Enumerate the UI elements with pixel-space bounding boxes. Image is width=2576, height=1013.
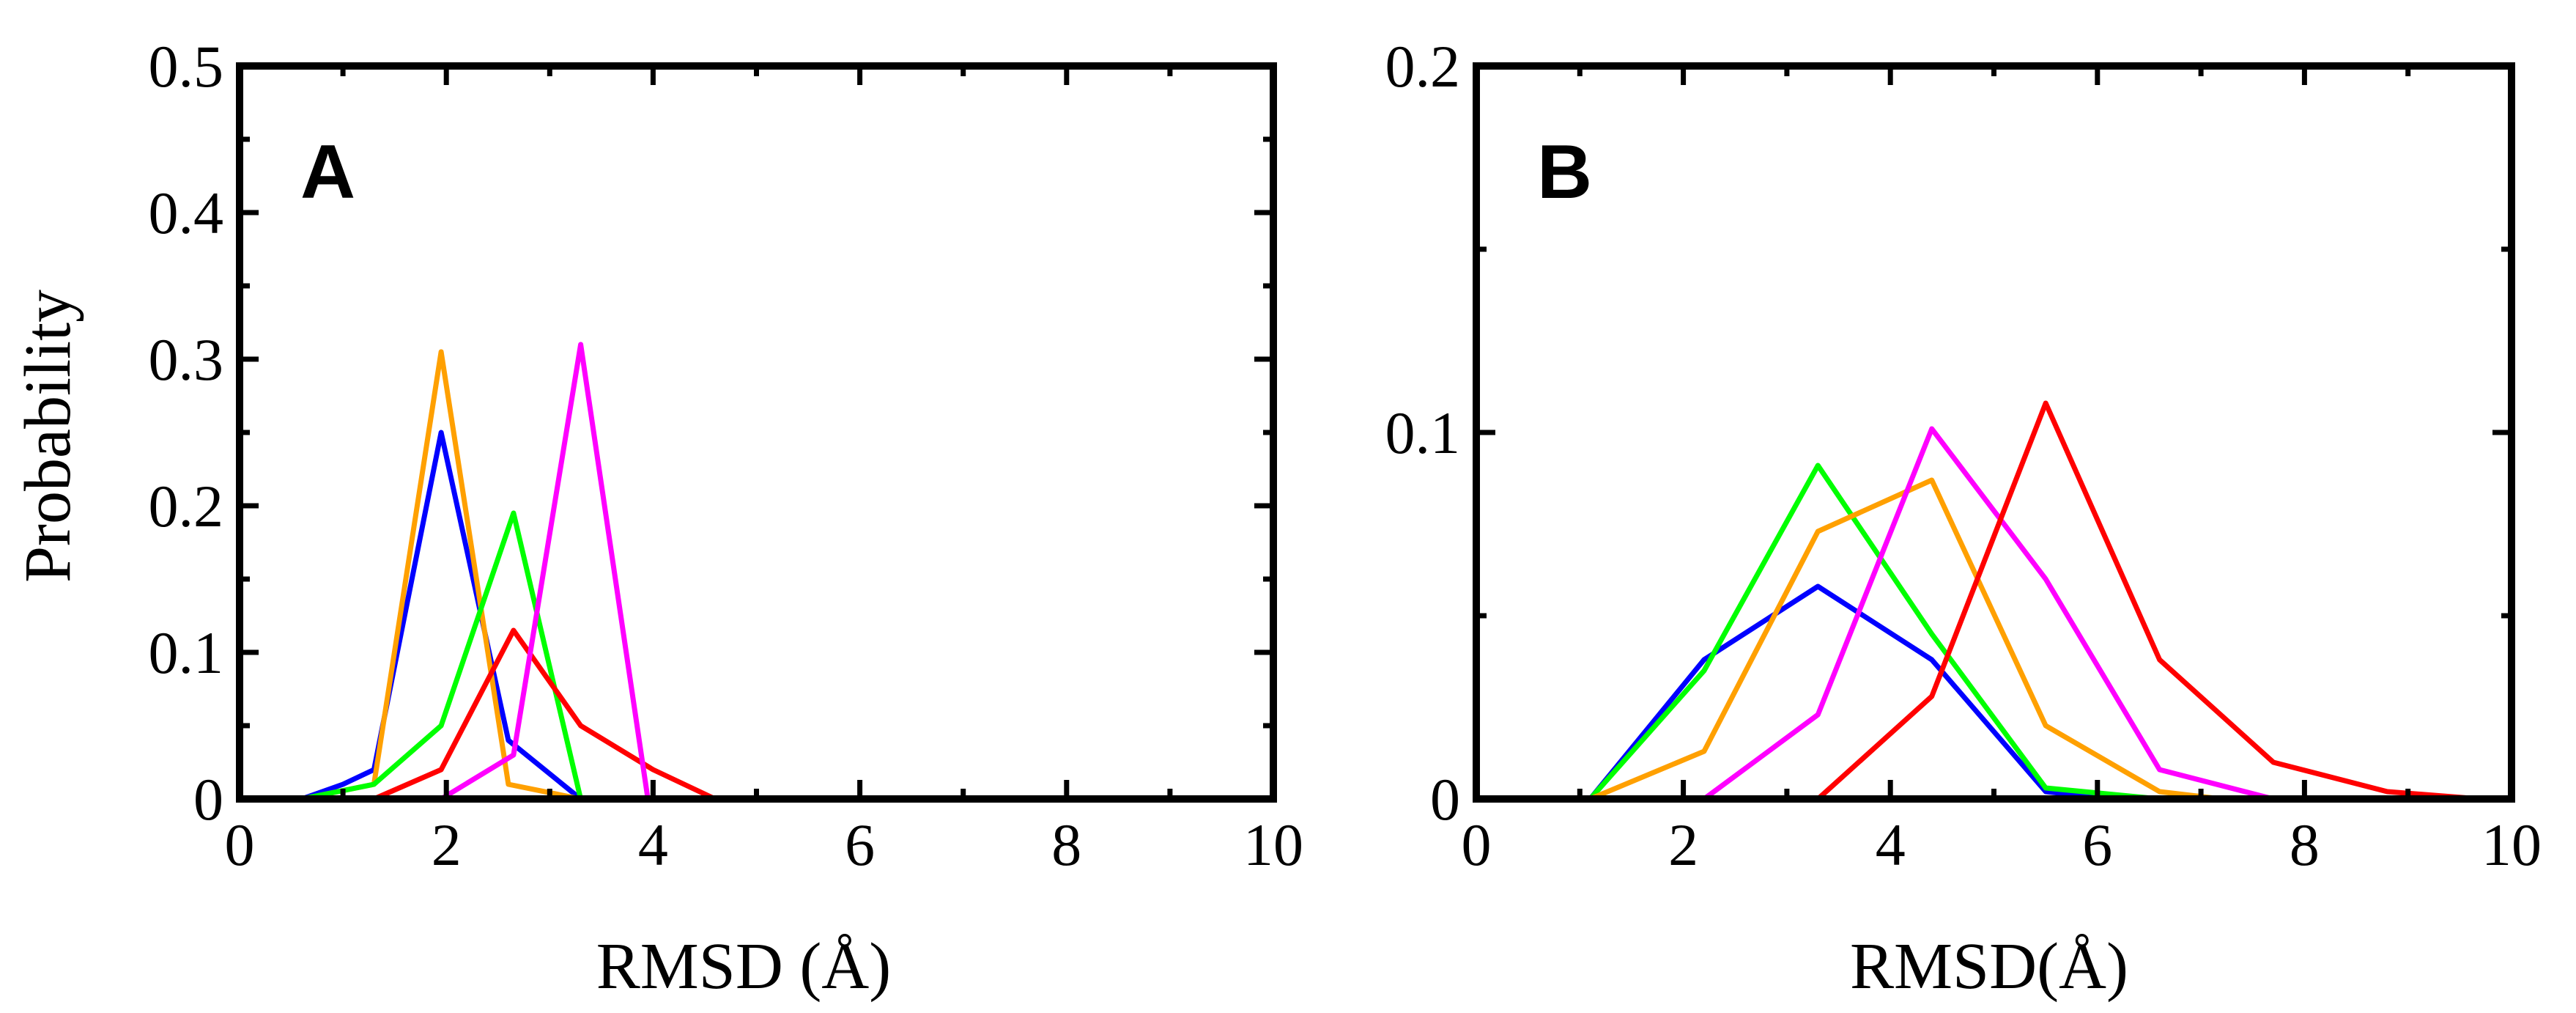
y-tick-label-b: 0.2: [1385, 33, 1461, 100]
x-tick-label-a: 2: [432, 811, 462, 878]
x-tick-label-a: 4: [638, 811, 668, 878]
y-tick-label-a: 0.3: [149, 326, 224, 393]
panel-label-a: A: [300, 130, 355, 215]
x-axis-title-a: RMSD (Å): [596, 930, 892, 1003]
x-tick-label-b: 4: [1876, 811, 1906, 878]
y-tick-label-b: 0.1: [1385, 399, 1461, 466]
y-tick-label-b: 0: [1430, 766, 1460, 833]
y-tick-label-a: 0.4: [149, 180, 224, 246]
y-tick-label-a: 0.2: [149, 473, 224, 539]
y-tick-label-a: 0.5: [149, 33, 224, 100]
x-tick-label-a: 10: [1243, 811, 1303, 878]
series-line-b-4: [1753, 400, 2484, 802]
series-line-b-2: [1587, 477, 2224, 802]
x-tick-label-b: 8: [2290, 811, 2320, 878]
series-line-a-3: [371, 627, 718, 802]
panel-b: B RMSD(Å) 0 2 4 6 8 10 0 0.1 0.2: [1385, 33, 2542, 1003]
y-axis-title-a: Probability: [12, 290, 84, 583]
x-tick-label-b: 6: [2082, 811, 2112, 878]
x-tick-label-a: 0: [225, 811, 255, 878]
panel-label-b: B: [1537, 130, 1592, 215]
x-axis-title-b: RMSD(Å): [1850, 930, 2128, 1003]
panel-a: A RMSD (Å) Probability 0 2 4 6 8 10 0 0.1 0.2 0.3…: [12, 33, 1303, 1003]
x-tick-label-a: 6: [845, 811, 875, 878]
x-tick-label-b: 0: [1462, 811, 1492, 878]
x-tick-label-b: 2: [1668, 811, 1698, 878]
series-line-a-4: [438, 342, 651, 802]
y-tick-label-a: 0.1: [149, 619, 224, 686]
x-tick-label-a: 8: [1051, 811, 1081, 878]
y-tick-label-a: 0: [193, 766, 223, 833]
x-tick-label-b: 10: [2481, 811, 2542, 878]
